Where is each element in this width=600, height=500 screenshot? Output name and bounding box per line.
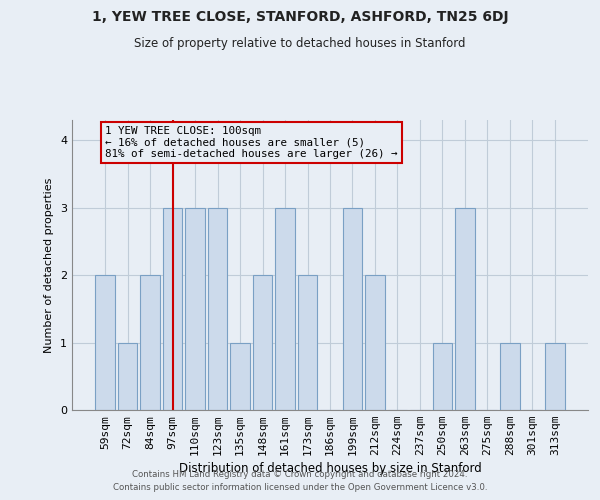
Bar: [275, 208, 295, 410]
Bar: [140, 275, 160, 410]
Bar: [230, 342, 250, 410]
Bar: [500, 342, 520, 410]
Bar: [545, 342, 565, 410]
Bar: [365, 275, 385, 410]
Bar: [163, 208, 182, 410]
Bar: [208, 208, 227, 410]
Bar: [343, 208, 362, 410]
Bar: [455, 208, 475, 410]
Bar: [298, 275, 317, 410]
Bar: [95, 275, 115, 410]
X-axis label: Distribution of detached houses by size in Stanford: Distribution of detached houses by size …: [179, 462, 481, 475]
Bar: [185, 208, 205, 410]
Bar: [253, 275, 272, 410]
Text: 1 YEW TREE CLOSE: 100sqm
← 16% of detached houses are smaller (5)
81% of semi-de: 1 YEW TREE CLOSE: 100sqm ← 16% of detach…: [105, 126, 398, 159]
Text: 1, YEW TREE CLOSE, STANFORD, ASHFORD, TN25 6DJ: 1, YEW TREE CLOSE, STANFORD, ASHFORD, TN…: [92, 10, 508, 24]
Bar: [118, 342, 137, 410]
Bar: [433, 342, 452, 410]
Y-axis label: Number of detached properties: Number of detached properties: [44, 178, 55, 352]
Text: Size of property relative to detached houses in Stanford: Size of property relative to detached ho…: [134, 38, 466, 51]
Text: Contains HM Land Registry data © Crown copyright and database right 2024.
Contai: Contains HM Land Registry data © Crown c…: [113, 470, 487, 492]
